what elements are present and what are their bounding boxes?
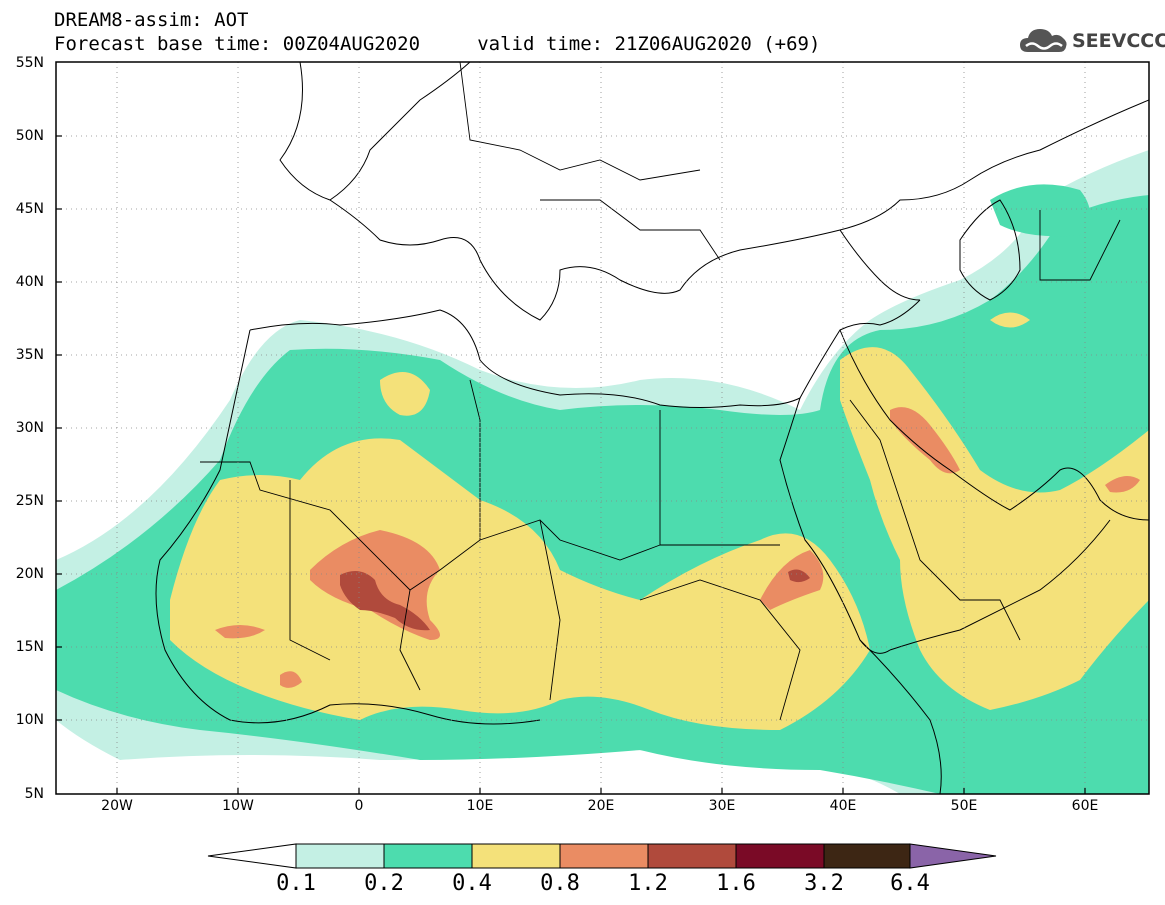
lon-tick-label: 10E — [466, 798, 494, 814]
lon-tick-label: 50E — [950, 798, 978, 814]
lat-tick-label: 45N — [15, 201, 44, 217]
map-title: DREAM8-assim: AOT — [54, 9, 249, 31]
aot-band-0.8 — [1105, 476, 1140, 493]
graticule — [56, 62, 1149, 794]
colorbar-label: 1.6 — [716, 871, 756, 896]
lon-tick-label: 10W — [222, 798, 254, 814]
country-borders — [200, 62, 1121, 721]
colorbar-label: 3.2 — [804, 871, 844, 896]
forecast-time-line: Forecast base time: 00Z04AUG2020 valid t… — [54, 33, 821, 55]
logo-text: SEEVCCC — [1072, 30, 1165, 52]
colorbar-label: 0.4 — [452, 871, 492, 896]
seevccc-logo: SEEVCCC — [1018, 24, 1165, 58]
colorbar-label: 0.8 — [540, 871, 580, 896]
lon-tick-label: 60E — [1071, 798, 1099, 814]
lon-tick-label: 30E — [708, 798, 736, 814]
colorbar-swatch — [383, 843, 473, 869]
aot-contours — [56, 150, 1149, 794]
axis-ticks — [56, 135, 1086, 794]
aot-band-0.8 — [215, 625, 265, 639]
colorbar-swatch — [559, 843, 649, 869]
colorbar-label: 6.4 — [890, 871, 930, 896]
colorbar-swatch — [471, 843, 561, 869]
colorbar-low-arrow — [207, 843, 297, 869]
lat-tick-label: 40N — [15, 274, 44, 290]
lat-tick-label: 10N — [15, 712, 44, 728]
lat-tick-label: 20N — [15, 566, 44, 582]
colorbar-swatch — [647, 843, 737, 869]
lat-tick-label: 30N — [15, 420, 44, 436]
colorbar-label: 0.2 — [364, 871, 404, 896]
colorbar-label: 1.2 — [628, 871, 668, 896]
cloud-icon — [1020, 29, 1067, 52]
aot-band-1.2 — [340, 571, 430, 631]
colorbar-swatch — [823, 843, 911, 869]
aot-band-1.2 — [788, 569, 810, 583]
colorbar-swatch — [295, 843, 385, 869]
coastlines — [155, 62, 1149, 794]
lon-tick-label: 20E — [587, 798, 615, 814]
aot-band-0.4 — [990, 312, 1030, 328]
colorbar — [207, 843, 997, 869]
aot-band-0.8 — [890, 407, 960, 474]
colorbar-swatch — [735, 843, 825, 869]
lat-tick-label: 55N — [15, 55, 44, 71]
lat-tick-label: 35N — [15, 347, 44, 363]
aot-band-0.8 — [280, 671, 302, 688]
lon-tick-label: 0 — [354, 798, 364, 814]
aot-band-0.4 — [170, 438, 870, 730]
lon-tick-label: 20W — [101, 798, 133, 814]
lat-tick-label: 15N — [15, 639, 44, 655]
lon-tick-label: 40E — [829, 798, 857, 814]
colorbar-label: 0.1 — [276, 871, 316, 896]
lat-tick-label: 5N — [24, 786, 44, 802]
lat-tick-label: 25N — [15, 493, 44, 509]
aot-band-0.4 — [380, 372, 430, 416]
lat-tick-label: 50N — [15, 128, 44, 144]
colorbar-high-arrow — [909, 843, 997, 869]
